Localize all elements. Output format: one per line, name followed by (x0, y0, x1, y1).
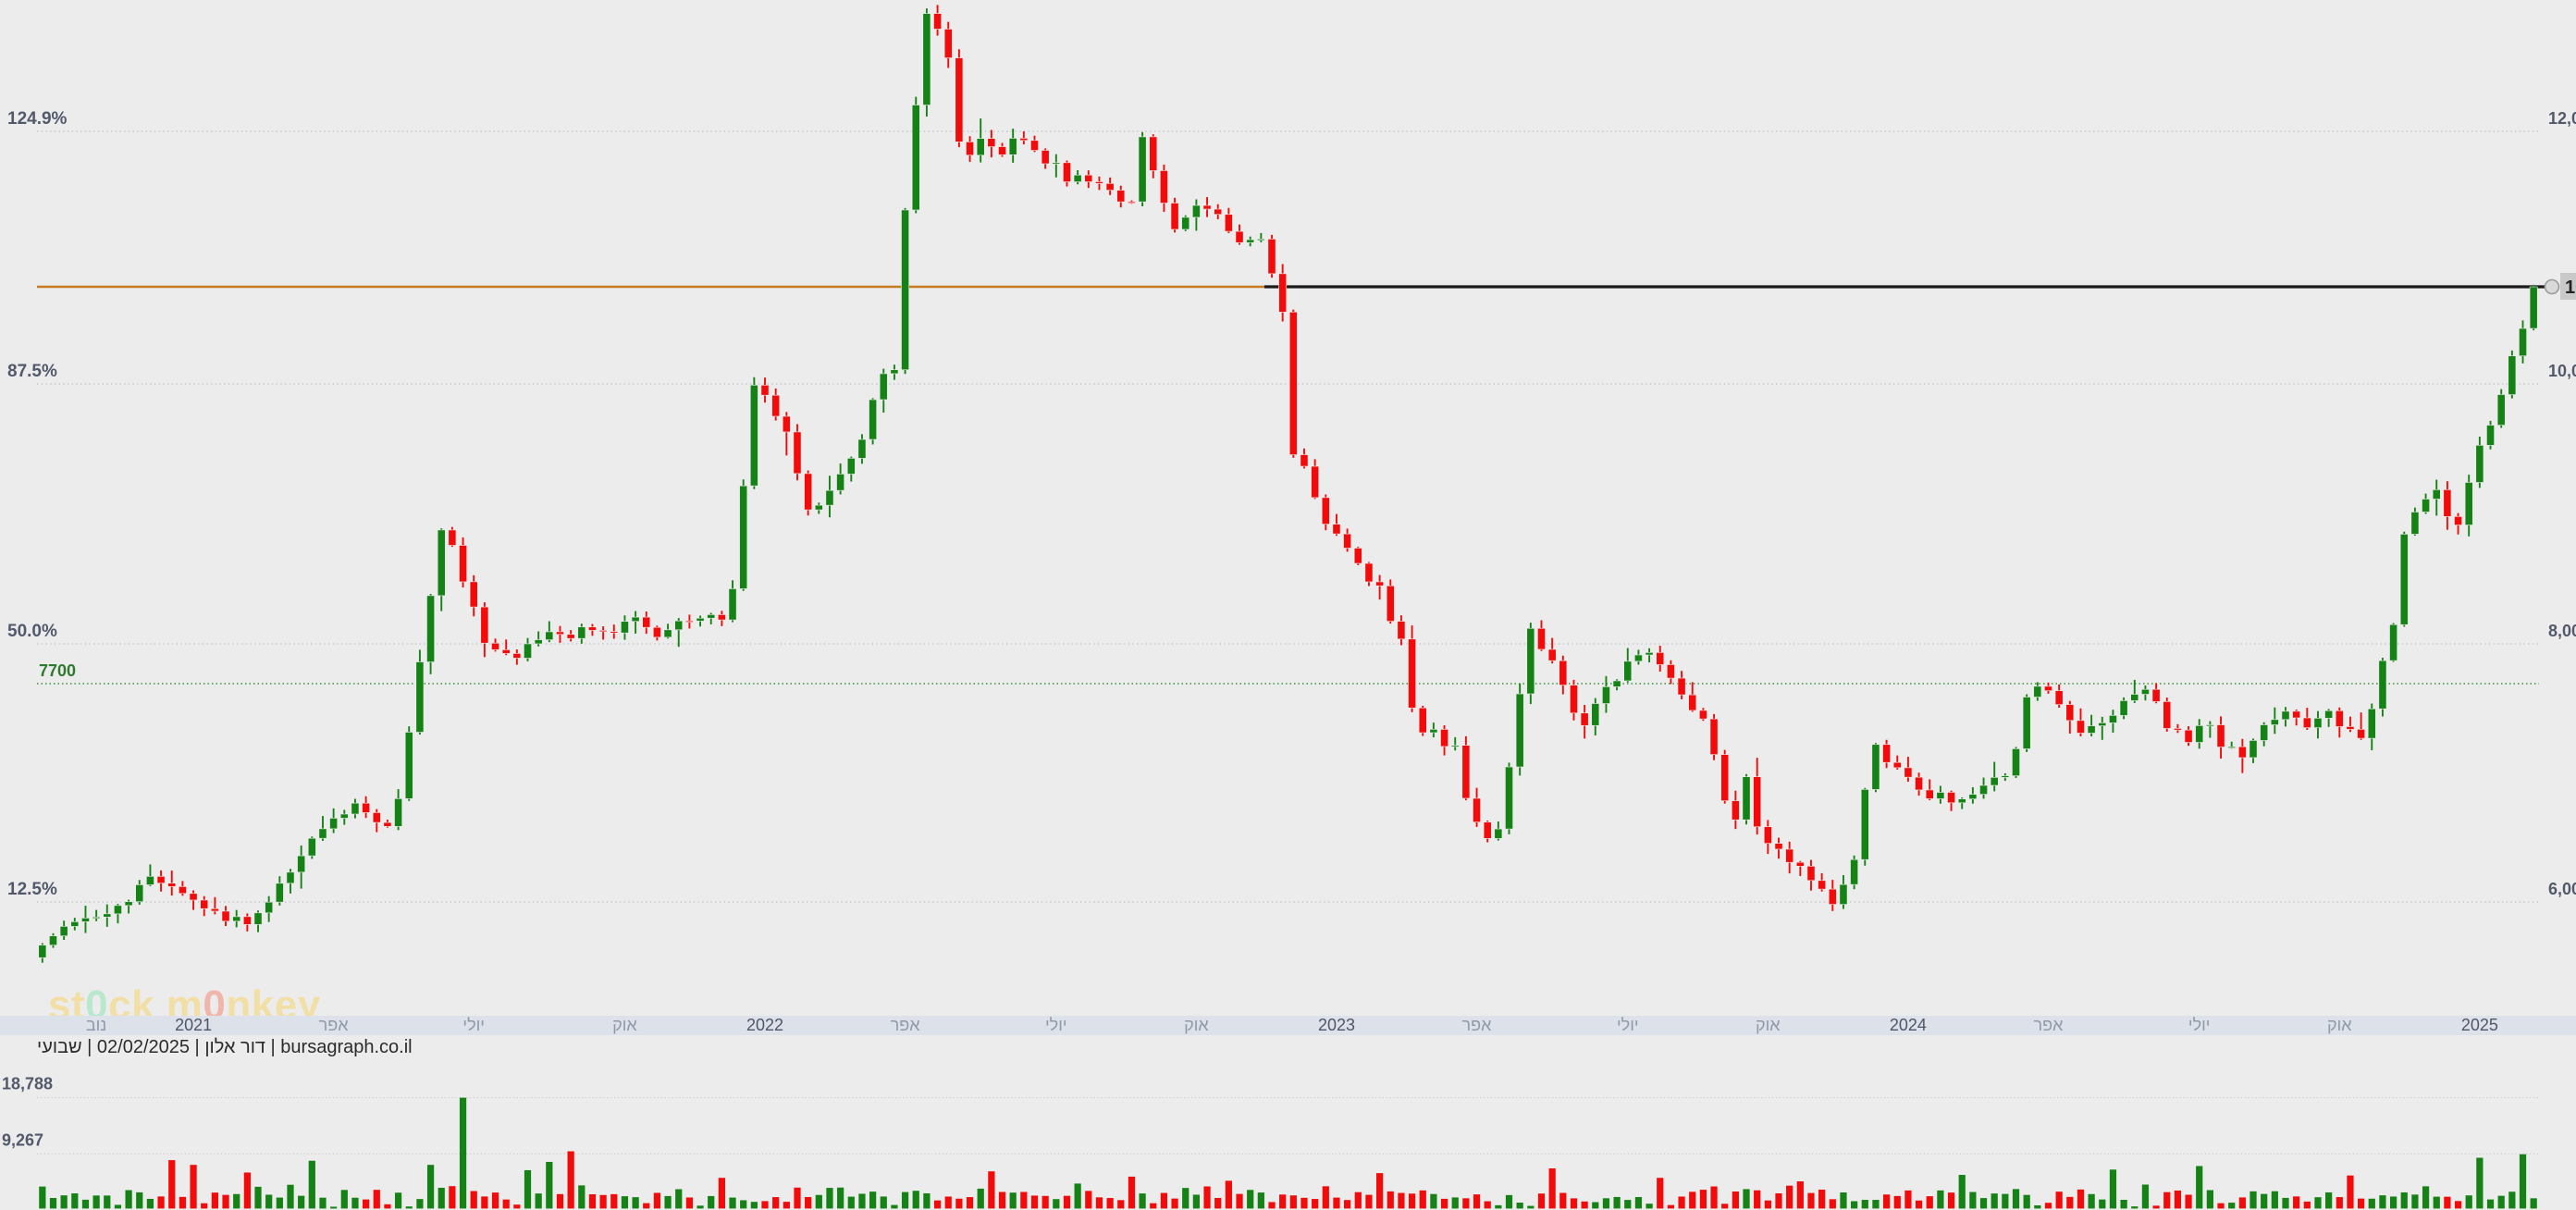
svg-text:9,267: 9,267 (2, 1130, 43, 1149)
svg-text:18,788: 18,788 (2, 1075, 53, 1093)
